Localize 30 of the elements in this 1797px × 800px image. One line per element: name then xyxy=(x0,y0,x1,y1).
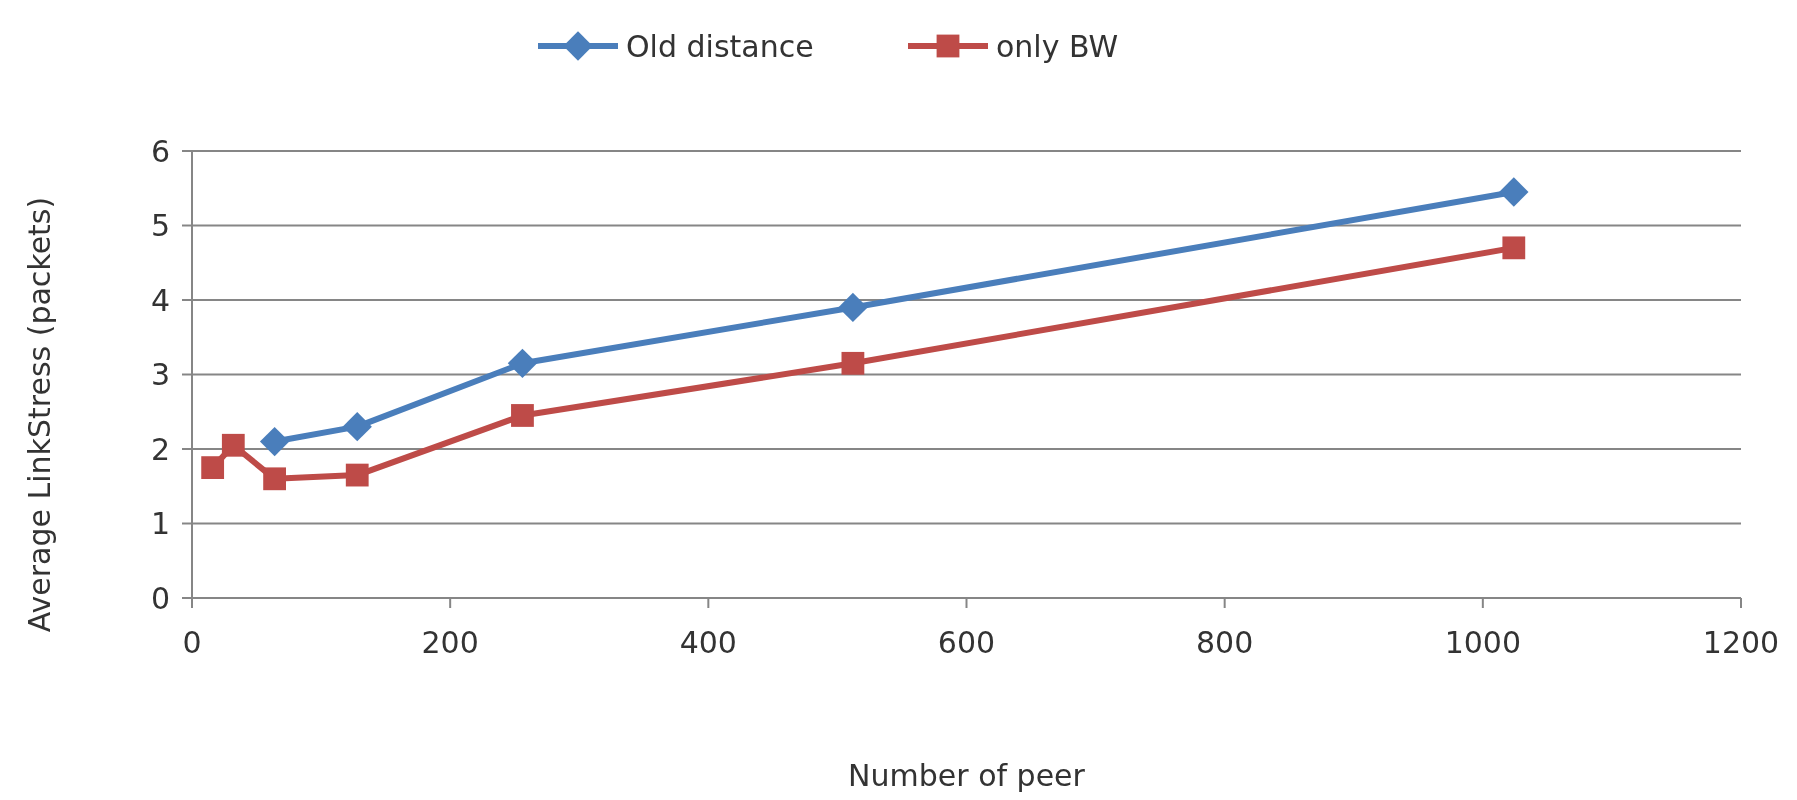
x-tick-label: 400 xyxy=(679,625,737,660)
y-tick-label: 2 xyxy=(150,431,170,467)
point xyxy=(838,292,868,323)
x-tick-label: 0 xyxy=(182,625,202,660)
point xyxy=(259,426,290,457)
y-tick-label: 4 xyxy=(150,282,170,318)
x-tick-label: 800 xyxy=(1196,625,1254,660)
point xyxy=(342,411,372,442)
y-tick-label: 6 xyxy=(150,133,170,169)
point xyxy=(263,467,287,491)
point xyxy=(511,404,534,427)
x-tick-label: 600 xyxy=(937,625,996,660)
y-tick-label: 5 xyxy=(150,208,170,243)
y-axis-title: Average LinkStress (packets) xyxy=(22,196,57,633)
point xyxy=(841,351,865,375)
y-tick-label: 1 xyxy=(150,506,170,541)
x-axis-title: Number of peer xyxy=(848,758,1086,793)
point xyxy=(1499,177,1529,207)
point xyxy=(201,456,225,480)
x-tick-label: 200 xyxy=(421,625,479,660)
point xyxy=(507,348,538,378)
y-tick-label: 0 xyxy=(150,580,170,616)
point xyxy=(345,463,369,487)
y-tick-label: 3 xyxy=(150,357,170,392)
point xyxy=(1502,236,1526,260)
x-tick-label: 1000 xyxy=(1444,625,1522,660)
point xyxy=(221,433,245,457)
legend-label: only BW xyxy=(996,28,1119,64)
legend-label: Old distance xyxy=(626,28,814,64)
x-tick-label: 1200 xyxy=(1702,625,1780,660)
